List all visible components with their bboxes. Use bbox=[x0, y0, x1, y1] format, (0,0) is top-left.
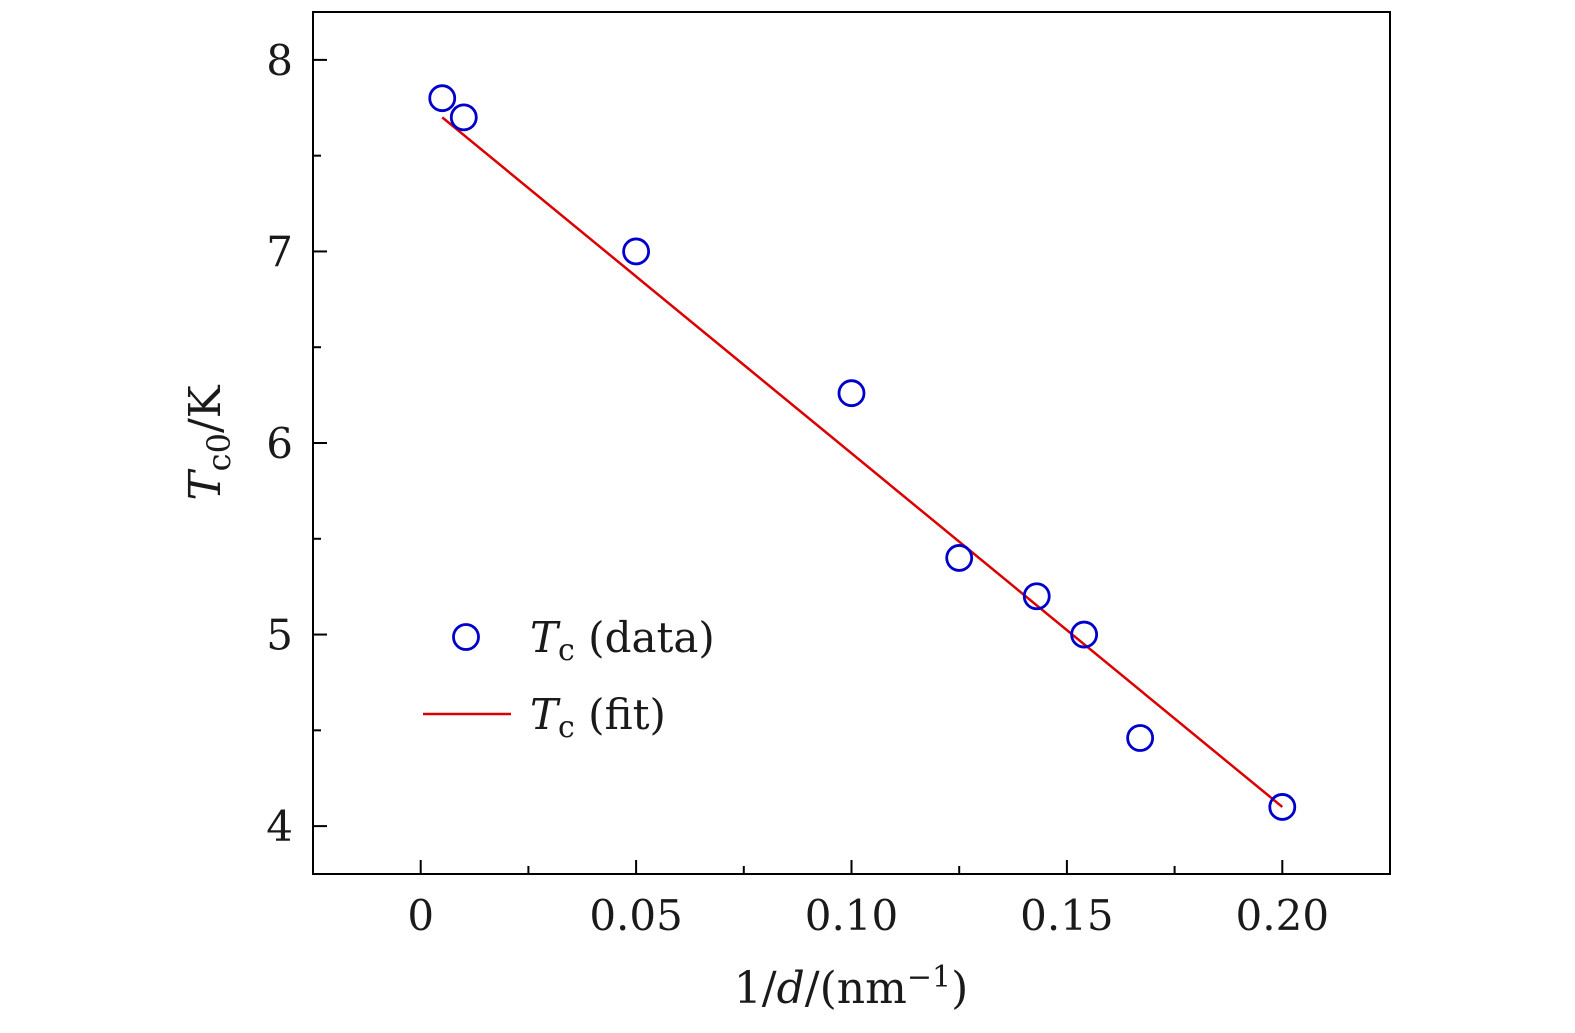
y-tick-label: 7 bbox=[266, 227, 293, 276]
data-point bbox=[428, 84, 457, 113]
fit-line bbox=[441, 116, 1284, 808]
y-axis-label: Tc0/K bbox=[180, 384, 238, 500]
data-point bbox=[449, 103, 478, 132]
x-tick-label: 0.15 bbox=[1020, 891, 1114, 940]
data-point bbox=[1268, 793, 1297, 821]
ticks: 0 0.05 0.10 0.15 0.20 4 5 6 7 8 bbox=[266, 36, 1329, 940]
y-tick-label: 4 bbox=[266, 802, 293, 851]
legend-marker-data bbox=[452, 623, 480, 651]
plot-frame bbox=[312, 11, 1391, 875]
x-tick-label: 0.05 bbox=[589, 891, 683, 940]
axes bbox=[312, 11, 1391, 875]
x-tick-label: 0.10 bbox=[805, 891, 899, 940]
legend-label-data: Tc (data) bbox=[530, 613, 715, 668]
y-tick-label: 8 bbox=[266, 36, 293, 85]
data-point bbox=[1070, 620, 1099, 649]
legend: Tc (data) Tc (fit) bbox=[423, 613, 715, 745]
data-point bbox=[1022, 582, 1051, 611]
data-point bbox=[622, 237, 650, 266]
x-tick-label: 0 bbox=[407, 891, 434, 940]
x-axis-label: 1/d/(nm−1) bbox=[734, 960, 968, 1014]
y-tick-label: 6 bbox=[266, 419, 293, 468]
data-point bbox=[837, 379, 866, 408]
x-tick-label: 0.20 bbox=[1236, 891, 1330, 940]
data-point bbox=[945, 544, 974, 572]
y-tick-label: 5 bbox=[266, 611, 293, 660]
legend-label-fit: Tc (fit) bbox=[530, 690, 666, 745]
data-point bbox=[1126, 724, 1155, 752]
series bbox=[428, 84, 1297, 821]
